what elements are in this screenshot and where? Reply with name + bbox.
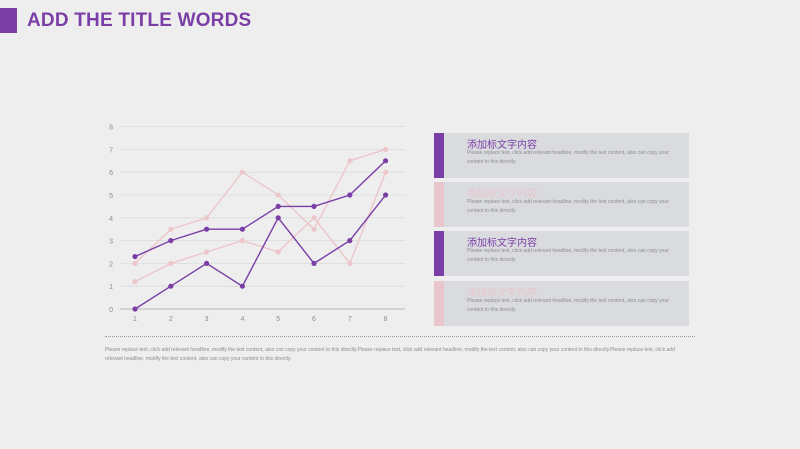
series-1-point xyxy=(311,203,317,209)
x-tick-label: 2 xyxy=(169,316,173,323)
series-line-3 xyxy=(134,148,386,264)
card-body: Please replace text, click add relevant … xyxy=(467,150,669,165)
y-tick-label: 8 xyxy=(109,125,113,132)
y-tick-label: 6 xyxy=(109,170,113,177)
x-tick-label: 1 xyxy=(133,316,137,323)
series-2-point xyxy=(383,192,389,198)
series-1-point xyxy=(239,226,245,232)
x-tick-label: 8 xyxy=(384,316,388,323)
x-tick-label: 5 xyxy=(276,316,280,323)
y-tick-label: 0 xyxy=(109,307,113,314)
series-3-point xyxy=(168,226,174,232)
series-2-point xyxy=(239,283,245,289)
card-body: Please replace text, click add relevant … xyxy=(467,199,669,214)
card-title: 添加标文字内容 xyxy=(467,288,537,299)
series-3-point xyxy=(311,226,317,232)
card-accent-bar xyxy=(434,182,444,227)
divider xyxy=(105,336,695,337)
card-title: 添加标文字内容 xyxy=(467,238,537,249)
page-title: ADD THE TITLE WORDS xyxy=(27,10,252,31)
series-1-point xyxy=(204,226,210,232)
series-3-point xyxy=(239,169,245,175)
y-tick-label: 2 xyxy=(109,261,113,268)
series-4-point xyxy=(275,249,281,255)
series-3-point xyxy=(347,158,353,164)
series-2-point xyxy=(204,260,210,266)
series-2-point xyxy=(311,260,317,266)
series-4-point xyxy=(168,260,174,266)
y-tick-label: 1 xyxy=(109,284,113,291)
series-4-point xyxy=(204,249,210,255)
series-1-point xyxy=(275,203,281,209)
series-4-point xyxy=(132,279,138,285)
series-2-point xyxy=(347,238,353,244)
series-4-point xyxy=(239,238,245,244)
y-tick-label: 4 xyxy=(109,216,113,223)
series-1-point xyxy=(132,253,138,260)
text-card-1: 添加标文字内容 Please replace text, click add re… xyxy=(434,133,689,178)
series-3-point xyxy=(275,192,281,198)
text-card-2: 添加标文字内容 Please replace text, click add re… xyxy=(434,182,689,227)
series-2-point xyxy=(132,306,138,312)
card-title: 添加标文字内容 xyxy=(467,140,537,151)
series-2-point xyxy=(168,283,174,289)
series-1-point xyxy=(168,238,174,244)
series-line-4 xyxy=(134,171,387,283)
y-tick-label: 3 xyxy=(109,239,113,246)
title-accent-bar xyxy=(0,8,17,33)
series-1-point xyxy=(383,158,389,164)
card-accent-bar xyxy=(434,231,444,276)
text-card-4: 添加标文字内容 Please replace text, click add re… xyxy=(434,281,689,326)
card-accent-bar xyxy=(434,133,444,178)
series-3-point xyxy=(204,215,210,221)
card-body: Please replace text, click add relevant … xyxy=(467,248,669,263)
card-body: Please replace text, click add relevant … xyxy=(467,298,669,313)
y-tick-label: 7 xyxy=(109,147,113,154)
x-tick-label: 7 xyxy=(348,316,352,323)
y-tick-label: 5 xyxy=(109,193,113,200)
x-tick-label: 4 xyxy=(240,316,244,323)
series-3-point xyxy=(132,260,138,266)
series-4-point xyxy=(311,215,317,221)
x-tick-label: 3 xyxy=(205,316,209,323)
series-2-point xyxy=(275,215,281,221)
footnote: Please replace text, click add relevant … xyxy=(105,347,675,362)
series-3-point xyxy=(383,146,389,152)
series-line-2 xyxy=(134,194,387,310)
series-4-point xyxy=(347,260,353,266)
series-line-1 xyxy=(134,160,387,258)
text-card-3: 添加标文字内容 Please replace text, click add re… xyxy=(434,231,689,276)
card-title: 添加标文字内容 xyxy=(467,189,537,200)
card-accent-bar xyxy=(434,281,444,326)
series-4-point xyxy=(383,169,389,175)
x-tick-label: 6 xyxy=(312,316,316,323)
series-1-point xyxy=(347,192,353,198)
